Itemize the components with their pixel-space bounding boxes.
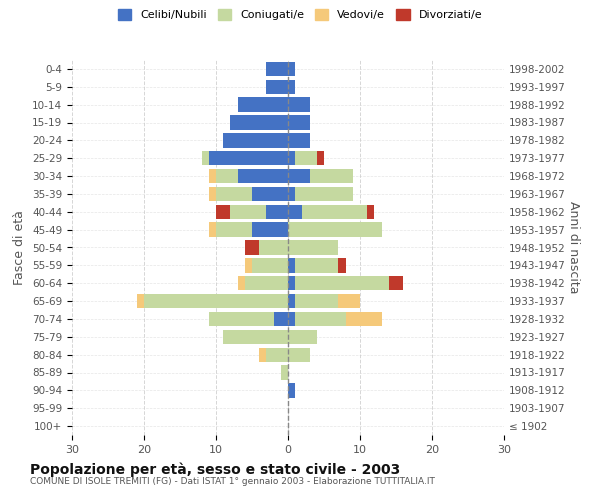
Bar <box>274 312 288 326</box>
Bar <box>238 98 288 112</box>
Bar <box>288 240 338 254</box>
Bar <box>223 133 288 148</box>
Y-axis label: Anni di nascita: Anni di nascita <box>566 201 580 294</box>
Bar <box>238 276 245 290</box>
Bar <box>338 258 346 272</box>
Bar <box>252 187 288 201</box>
Bar <box>252 222 288 237</box>
Bar <box>338 294 360 308</box>
Bar <box>288 204 302 219</box>
Bar <box>288 133 310 148</box>
Bar <box>288 116 310 130</box>
Bar <box>245 276 288 290</box>
Bar <box>295 294 338 308</box>
Bar <box>209 312 274 326</box>
Bar <box>209 151 288 166</box>
Bar <box>288 169 310 183</box>
Bar <box>295 258 338 272</box>
Bar <box>266 62 288 76</box>
Text: COMUNE DI ISOLE TREMITI (FG) - Dati ISTAT 1° gennaio 2003 - Elaborazione TUTTITA: COMUNE DI ISOLE TREMITI (FG) - Dati ISTA… <box>30 478 435 486</box>
Bar <box>295 276 389 290</box>
Bar <box>295 151 317 166</box>
Bar <box>288 151 295 166</box>
Bar <box>144 294 288 308</box>
Bar <box>230 204 266 219</box>
Bar <box>216 169 238 183</box>
Bar <box>252 258 288 272</box>
Bar <box>288 348 310 362</box>
Bar <box>238 169 288 183</box>
Bar <box>288 222 382 237</box>
Bar <box>317 151 324 166</box>
Bar <box>209 187 216 201</box>
Bar <box>266 204 288 219</box>
Bar <box>216 222 252 237</box>
Bar <box>266 80 288 94</box>
Bar <box>288 258 295 272</box>
Bar <box>245 240 259 254</box>
Bar <box>266 348 288 362</box>
Y-axis label: Fasce di età: Fasce di età <box>13 210 26 285</box>
Bar <box>346 312 382 326</box>
Bar <box>209 169 216 183</box>
Bar <box>288 383 295 398</box>
Bar <box>295 187 353 201</box>
Bar <box>259 348 266 362</box>
Bar <box>302 204 367 219</box>
Bar <box>216 187 252 201</box>
Bar <box>288 312 295 326</box>
Bar <box>389 276 403 290</box>
Bar <box>288 98 310 112</box>
Bar <box>223 330 288 344</box>
Bar <box>288 276 295 290</box>
Bar <box>230 116 288 130</box>
Legend: Celibi/Nubili, Coniugati/e, Vedovi/e, Divorziati/e: Celibi/Nubili, Coniugati/e, Vedovi/e, Di… <box>115 6 485 24</box>
Bar <box>137 294 144 308</box>
Bar <box>288 80 295 94</box>
Bar <box>245 258 252 272</box>
Bar <box>259 240 288 254</box>
Bar <box>288 294 295 308</box>
Bar <box>288 187 295 201</box>
Bar <box>202 151 209 166</box>
Bar <box>295 312 346 326</box>
Bar <box>310 169 353 183</box>
Bar <box>216 204 230 219</box>
Bar <box>281 366 288 380</box>
Bar <box>288 330 317 344</box>
Bar <box>367 204 374 219</box>
Bar <box>209 222 216 237</box>
Text: Popolazione per età, sesso e stato civile - 2003: Popolazione per età, sesso e stato civil… <box>30 462 400 477</box>
Bar <box>288 62 295 76</box>
